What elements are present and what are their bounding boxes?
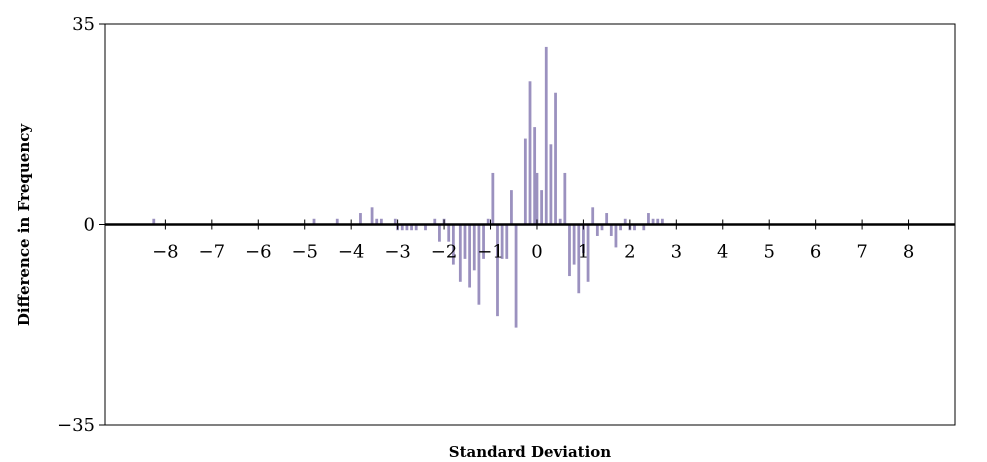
bar	[510, 190, 513, 225]
bar	[605, 213, 609, 225]
y-axis-title: Difference in Frequency	[15, 123, 33, 326]
bar	[540, 190, 544, 225]
bar	[491, 172, 495, 225]
bar	[533, 127, 537, 225]
bar	[393, 218, 397, 225]
bar	[595, 224, 599, 236]
x-ticks: −8 −7 −6 −5 −4 −3 −2 −1 0 1 2 3 4 5 6 7 8	[152, 219, 914, 263]
y-tick-label: 35	[72, 14, 95, 35]
x-tick-label: −5	[291, 242, 318, 263]
bar	[549, 144, 553, 225]
bar	[528, 81, 532, 225]
y-ticks: 35 0 −35	[57, 14, 105, 436]
bar	[312, 218, 316, 225]
bar	[651, 218, 655, 225]
x-tick-label: −6	[245, 242, 272, 263]
bar	[447, 224, 451, 242]
bar	[577, 224, 581, 294]
x-tick-label: −3	[384, 242, 411, 263]
bar	[544, 46, 548, 225]
bar	[468, 224, 472, 288]
bar	[568, 224, 571, 277]
bar	[424, 224, 427, 231]
bar	[359, 213, 362, 225]
bar	[647, 213, 650, 225]
bar	[614, 224, 618, 248]
x-tick-label: 8	[903, 242, 914, 263]
bar	[554, 92, 557, 225]
bar	[623, 218, 627, 225]
bar	[477, 224, 481, 305]
x-tick-label: 6	[810, 242, 821, 263]
x-tick-label: −4	[338, 242, 365, 263]
bar	[438, 224, 441, 242]
bar	[400, 224, 404, 231]
bar	[500, 224, 504, 259]
x-tick-label: −1	[477, 242, 504, 263]
bar	[335, 218, 339, 225]
bar	[414, 224, 418, 231]
bar	[633, 224, 636, 231]
bar	[379, 218, 383, 225]
bar	[152, 218, 156, 225]
bar	[410, 224, 413, 231]
bar	[586, 224, 590, 282]
bar	[572, 224, 576, 265]
bar	[463, 224, 467, 259]
bar	[535, 172, 539, 225]
bar	[451, 224, 455, 265]
x-tick-label: 4	[717, 242, 728, 263]
x-tick-label: 7	[856, 242, 867, 263]
bar	[656, 218, 660, 225]
y-tick-label: 0	[84, 215, 95, 236]
bar	[505, 224, 509, 259]
x-tick-label: −8	[152, 242, 179, 263]
bar	[600, 224, 604, 231]
bars-layer	[152, 46, 664, 328]
bar	[496, 224, 499, 317]
bar	[405, 224, 409, 231]
y-tick-label: −35	[57, 415, 95, 436]
x-tick-label: −2	[431, 242, 458, 263]
bar	[642, 224, 646, 231]
bar	[523, 138, 527, 225]
bar	[514, 224, 518, 328]
bar	[582, 224, 585, 254]
x-tick-label: −7	[199, 242, 226, 263]
bar	[433, 218, 437, 225]
x-tick-label: 3	[671, 242, 682, 263]
bar	[472, 224, 476, 271]
bar	[619, 224, 622, 231]
x-tick-label: 0	[531, 242, 542, 263]
bar	[558, 218, 562, 225]
x-axis-title: Standard Deviation	[449, 443, 612, 461]
bar	[591, 207, 595, 225]
bar	[486, 218, 490, 225]
bar	[609, 224, 613, 236]
bar	[563, 172, 567, 225]
bar	[370, 207, 374, 225]
x-tick-label: 5	[763, 242, 774, 263]
x-tick-label: 1	[578, 242, 589, 263]
bar	[458, 224, 462, 282]
bar	[482, 224, 485, 259]
bar	[660, 218, 664, 225]
x-tick-label: 2	[624, 242, 635, 263]
bar	[375, 218, 379, 225]
